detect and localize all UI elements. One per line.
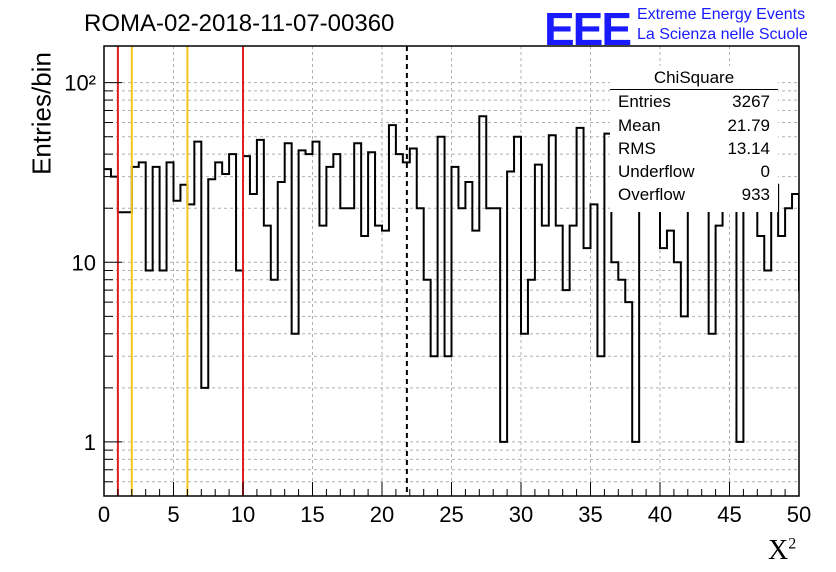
y-tick-label: 1	[84, 430, 96, 455]
stats-value: 21.79	[727, 116, 770, 135]
stats-divider	[610, 89, 778, 90]
y-tick-label: 10	[72, 250, 96, 275]
stats-key: RMS	[618, 139, 656, 158]
logo-line-1: Extreme Energy Events	[637, 6, 806, 23]
stats-row-mean: Mean 21.79	[618, 116, 770, 138]
x-tick-label: 20	[370, 502, 394, 527]
x-axis-label-base: X	[768, 535, 789, 566]
x-tick-label: 25	[439, 502, 463, 527]
stats-value: 0	[760, 162, 770, 181]
stats-key: Overflow	[618, 185, 686, 204]
x-tick-label: 40	[648, 502, 672, 527]
stats-key: Underflow	[618, 162, 695, 181]
x-axis-label: X2	[768, 535, 796, 567]
x-tick-label: 45	[717, 502, 741, 527]
x-tick-label: 35	[578, 502, 602, 527]
stats-key: Mean	[618, 116, 661, 135]
stats-value: 933	[741, 185, 770, 204]
plot-title: ROMA-02-2018-11-07-00360	[84, 10, 395, 37]
histogram-series	[104, 115, 799, 443]
stats-box: ChiSquare Entries 3267 Mean 21.79 RMS 13.14…	[610, 66, 778, 212]
y-tick-label: 10²	[64, 71, 96, 96]
x-tick-label: 0	[98, 502, 110, 527]
stats-key: Entries	[618, 92, 671, 111]
stats-title: ChiSquare	[653, 68, 735, 87]
x-axis-label-sup: 2	[788, 535, 797, 553]
stats-row-overflow: Overflow 933	[618, 185, 770, 207]
logo-line-2: La Scienza nelle Scuole	[637, 26, 808, 43]
stats-value: 3267	[732, 92, 770, 111]
stats-row-underflow: Underflow 0	[618, 162, 770, 184]
stats-value: 13.14	[727, 139, 770, 158]
stats-row-rms: RMS 13.14	[618, 139, 770, 161]
x-tick-label: 15	[300, 502, 324, 527]
x-tick-label: 30	[509, 502, 533, 527]
x-tick-label: 50	[787, 502, 811, 527]
y-axis-label: Entries/bin	[26, 52, 57, 175]
x-tick-label: 5	[167, 502, 179, 527]
x-tick-label: 10	[231, 502, 255, 527]
stats-row-entries: Entries 3267	[618, 92, 770, 114]
